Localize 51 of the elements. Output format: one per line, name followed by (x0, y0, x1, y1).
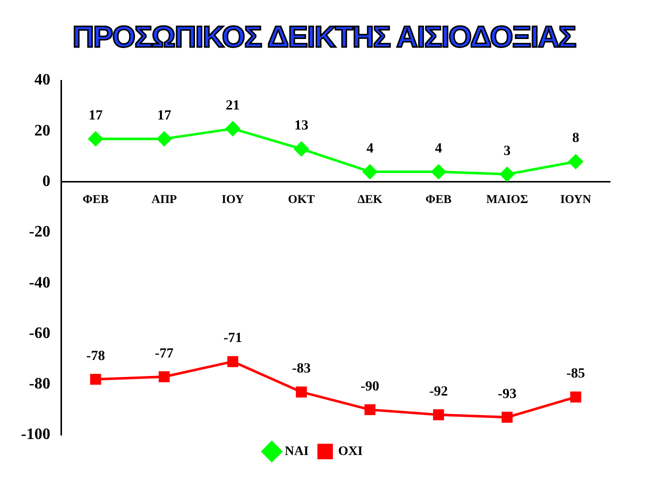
x-tick-label: ΙΟΥ (222, 192, 244, 206)
point (362, 164, 378, 179)
y-tick-label: -60 (29, 324, 50, 342)
data-label: -71 (223, 331, 242, 346)
legend-label: ΟΧΙ (338, 442, 363, 458)
legend-label: ΝΑΙ (284, 442, 309, 458)
data-label: 21 (226, 98, 240, 114)
chart-title: ΠΡΟΣΩΠΙΚΟΣ ΔΕΙΚΤΗΣ ΑΙΣΙΟΔΟΞΙΑΣ (72, 20, 577, 56)
data-label: -90 (360, 379, 380, 394)
x-tick-label: ΔΕΚ (358, 192, 384, 206)
x-tick-label: ΦΕΒ (82, 192, 109, 206)
point (158, 371, 170, 382)
data-label: 8 (572, 131, 580, 146)
point (227, 356, 238, 368)
point (90, 374, 102, 385)
data-label: 17 (157, 108, 172, 124)
x-tick-label: ΦΕΒ (426, 192, 452, 206)
point (431, 164, 446, 179)
y-tick-label: -80 (29, 376, 50, 393)
data-label: 3 (504, 144, 511, 159)
data-label: -85 (566, 366, 586, 382)
point (88, 132, 103, 146)
y-tick-label: 20 (34, 122, 50, 140)
data-label: 4 (435, 141, 442, 156)
point (568, 154, 583, 169)
x-tick-label: ΙΟΥΝ (560, 192, 592, 206)
point (433, 409, 444, 420)
data-label: 17 (88, 108, 103, 124)
point (226, 121, 240, 136)
x-tick-label: ΜΑΙΟΣ (486, 192, 528, 206)
data-label: 4 (366, 141, 374, 156)
point (294, 142, 309, 156)
y-tick-label: -100 (21, 426, 50, 444)
y-tick-label: -20 (29, 224, 50, 241)
point (296, 386, 307, 398)
data-label: -78 (86, 348, 105, 364)
point (156, 132, 172, 146)
data-label: -93 (498, 386, 516, 402)
x-tick-label: ΟΚΤ (288, 192, 315, 206)
data-label: -77 (154, 346, 174, 362)
y-tick-label: 0 (42, 173, 50, 190)
point (364, 404, 376, 416)
data-label: 13 (294, 118, 308, 134)
point (500, 167, 514, 182)
point (502, 412, 513, 423)
x-tick-label: ΑΠΡ (152, 192, 177, 206)
y-tick-label: -40 (29, 274, 50, 292)
y-tick-label: 40 (34, 72, 50, 89)
data-label: -83 (292, 362, 311, 377)
point (570, 392, 582, 403)
data-label: -92 (429, 384, 448, 400)
